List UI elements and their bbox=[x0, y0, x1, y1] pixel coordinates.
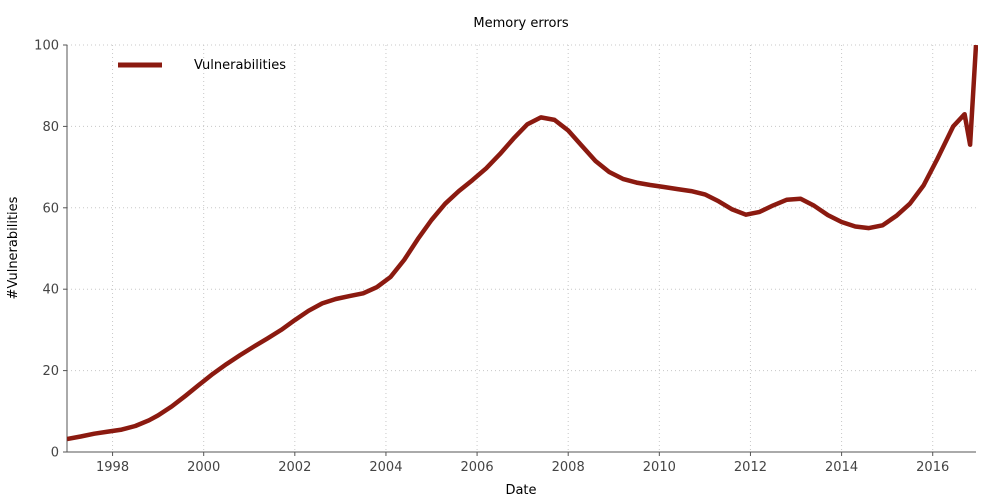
legend-label-vulnerabilities: Vulnerabilities bbox=[194, 58, 286, 73]
x-tick-label: 2016 bbox=[916, 460, 949, 475]
x-tick-label: 2008 bbox=[552, 460, 585, 475]
y-tick-label: 100 bbox=[34, 39, 59, 54]
y-axis-title: #Vulnerabilities bbox=[6, 196, 21, 299]
x-tick-label: 2002 bbox=[278, 460, 311, 475]
x-tick-label: 2006 bbox=[461, 460, 494, 475]
y-tick-label: 20 bbox=[42, 364, 59, 379]
series-layer bbox=[67, 45, 978, 442]
chart-title: Memory errors bbox=[473, 16, 568, 31]
x-tick-label: 2000 bbox=[187, 460, 220, 475]
x-tick-label: 2012 bbox=[734, 460, 767, 475]
y-tick-label: 80 bbox=[42, 120, 59, 135]
x-tick-label: 2010 bbox=[643, 460, 676, 475]
grid bbox=[67, 44, 976, 452]
x-tick-label: 2014 bbox=[825, 460, 858, 475]
y-tick-label: 0 bbox=[51, 446, 59, 461]
x-tick-label: 1998 bbox=[96, 460, 129, 475]
y-tick-label: 40 bbox=[42, 283, 59, 298]
x-axis-title: Date bbox=[505, 483, 536, 498]
series-line-vulnerabilities bbox=[67, 45, 978, 442]
y-tick-label: 60 bbox=[42, 201, 59, 216]
legend: Vulnerabilities bbox=[118, 58, 286, 73]
axes: 0 20 40 60 80 100 1998 2000 2002 2004 2006 2008 2010… bbox=[34, 39, 976, 475]
x-tick-label: 2004 bbox=[369, 460, 402, 475]
